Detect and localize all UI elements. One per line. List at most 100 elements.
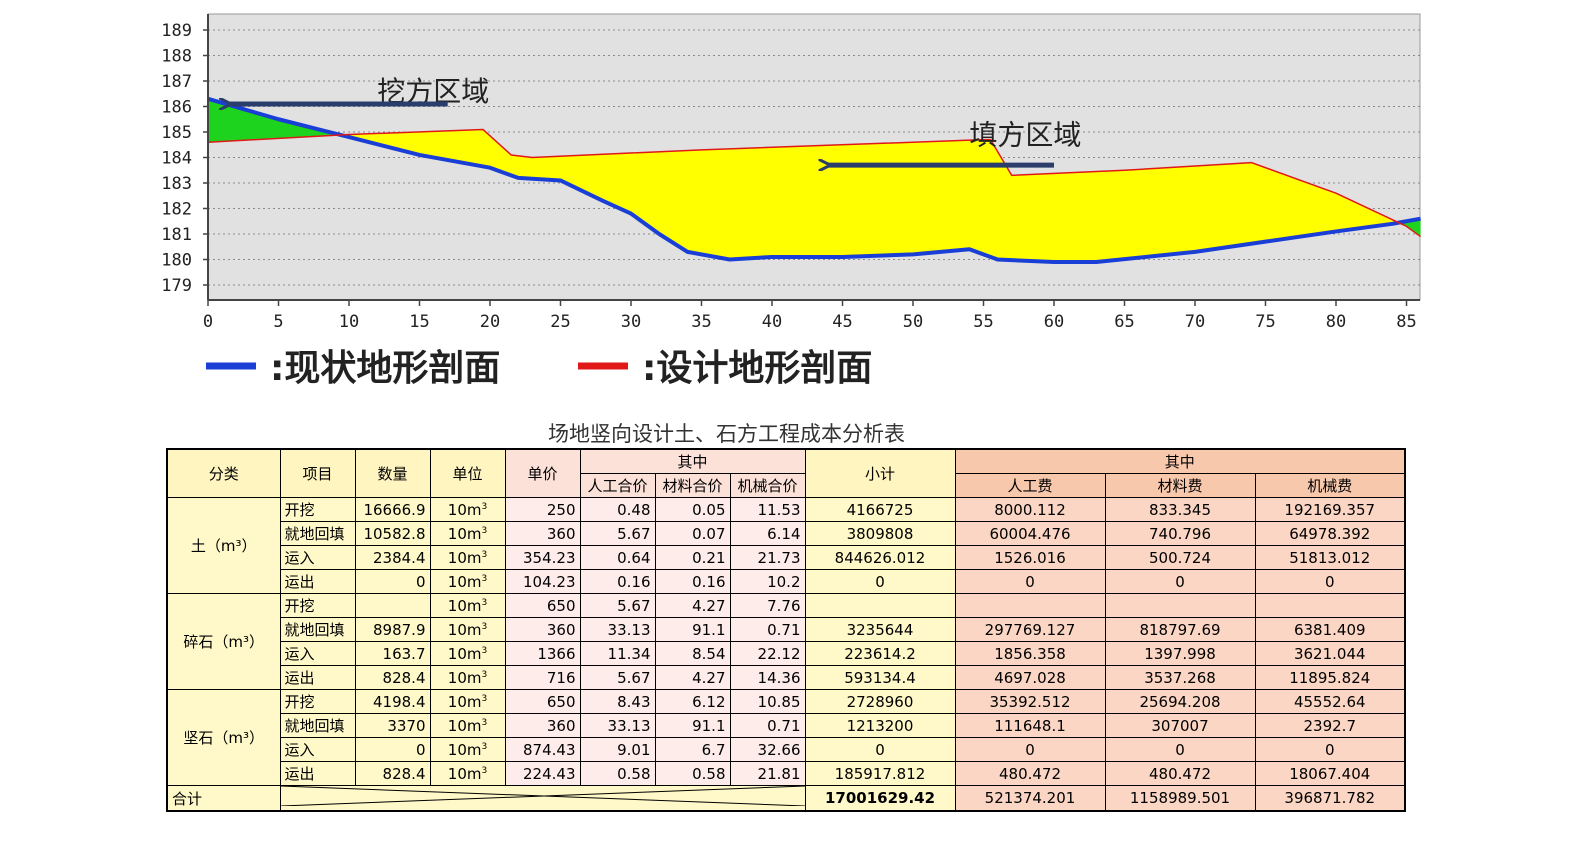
x-tick-label: 10 xyxy=(339,312,359,332)
cell-c1: 4697.028 xyxy=(954,665,1106,690)
cell-r1: 33.13 xyxy=(579,617,656,642)
unit-cell: 10m3 xyxy=(429,689,506,714)
annotation-fill-label: 填方区域 xyxy=(969,119,1081,152)
cell-r1: 5.67 xyxy=(579,521,656,546)
y-tick-label: 185 xyxy=(161,123,192,143)
cell-price: 650 xyxy=(504,593,581,618)
table-row: 运出 828.4 10m3 716 5.67 4.27 14.36 593134.4 4697.… xyxy=(167,665,1406,690)
axes: 179 180 181 182 183 184 185 186 187 188 189 0 5 10 15 2… xyxy=(161,14,1420,332)
unit-exponent: 3 xyxy=(481,693,488,704)
cell-r2: 91.1 xyxy=(654,713,731,738)
series-design-line xyxy=(207,128,1422,238)
x-tick-label: 45 xyxy=(832,312,852,332)
x-tick-label: 85 xyxy=(1396,312,1416,332)
cell-c3: 64978.392 xyxy=(1254,521,1406,546)
cell-qty: 0 xyxy=(354,569,431,594)
x-tick-label: 30 xyxy=(621,312,641,332)
cell-qty: 0 xyxy=(354,737,431,762)
unit-exponent: 3 xyxy=(481,645,488,656)
cell-item: 运出 xyxy=(279,665,356,690)
series-existing-line xyxy=(207,96,1421,265)
x-tick-label: 80 xyxy=(1326,312,1346,332)
table-row: 运出 0 10m3 104.23 0.16 0.16 10.2 0 0 0 0 xyxy=(167,569,1406,594)
unit-exponent: 3 xyxy=(481,525,488,536)
cell-c1: 297769.127 xyxy=(954,617,1106,642)
x-tick-label: 70 xyxy=(1185,312,1205,332)
unit-label: 10m xyxy=(447,644,482,663)
table-row: 坚石（m³） 开挖 4198.4 10m3 650 8.43 6.12 10.85 272896… xyxy=(166,689,1406,786)
diagonal-lines xyxy=(281,786,804,807)
header-group-ratio: 其中 xyxy=(579,448,806,474)
cell-item: 就地回填 xyxy=(279,713,356,738)
cell-item: 运出 xyxy=(279,761,356,786)
cell-r3: 10.2 xyxy=(729,569,806,594)
unit-label: 10m xyxy=(447,740,482,759)
cell-qty: 2384.4 xyxy=(354,545,431,570)
cell-r2: 6.12 xyxy=(654,689,731,714)
legend: :现状地形剖面:设计地形剖面 xyxy=(206,348,872,389)
cell-price: 354.23 xyxy=(504,545,581,570)
cell-c2: 740.796 xyxy=(1104,521,1256,546)
y-tick-label: 179 xyxy=(161,276,192,296)
header-unit: 单位 xyxy=(429,448,506,498)
cell-sub: 593134.4 xyxy=(804,665,956,690)
cell-r1: 0.64 xyxy=(579,545,656,570)
cell-c3: 51813.012 xyxy=(1254,545,1406,570)
total-machine-cost: 396871.782 xyxy=(1254,785,1406,812)
table-row: 就地回填 10582.8 10m3 360 5.67 0.07 6.14 3809808 600… xyxy=(167,521,1406,546)
unit-label: 10m xyxy=(447,764,482,783)
unit-cell: 10m3 xyxy=(429,593,506,618)
x-tick-label: 5 xyxy=(273,312,283,332)
table-row: 土（m³） 开挖 16666.9 10m3 250 0.48 0.05 11.53 416672… xyxy=(166,497,1406,594)
x-tick-label: 40 xyxy=(762,312,782,332)
cell-qty: 828.4 xyxy=(354,665,431,690)
cell-c3: 0 xyxy=(1254,737,1406,762)
cell-c1: 1526.016 xyxy=(954,545,1106,570)
cell-qty: 3370 xyxy=(354,713,431,738)
cell-c3: 2392.7 xyxy=(1254,713,1406,738)
fill-area xyxy=(341,129,1396,263)
cell-r1: 0.48 xyxy=(579,497,656,522)
cell-r1: 0.58 xyxy=(579,761,656,786)
cell-c2: 500.724 xyxy=(1104,545,1256,570)
unit-label: 10m xyxy=(447,500,482,519)
category-cell: 坚石（m³） xyxy=(166,689,281,786)
cell-c2: 818797.69 xyxy=(1104,617,1256,642)
cell-c1: 60004.476 xyxy=(954,521,1106,546)
cell-c2: 480.472 xyxy=(1104,761,1256,786)
cell-price: 874.43 xyxy=(504,737,581,762)
cell-c2 xyxy=(1104,593,1256,618)
cell-r1: 9.01 xyxy=(579,737,656,762)
header-material-cost: 材料费 xyxy=(1104,473,1256,498)
x-tick-label: 25 xyxy=(550,312,570,332)
cell-c2: 3537.268 xyxy=(1104,665,1256,690)
cell-qty: 10582.8 xyxy=(354,521,431,546)
y-tick-label: 186 xyxy=(161,98,192,118)
cell-c2: 1397.998 xyxy=(1104,641,1256,666)
cell-r3: 11.53 xyxy=(729,497,806,522)
unit-label: 10m xyxy=(447,692,482,711)
legend-label: :设计地形剖面 xyxy=(642,348,872,389)
cell-r2: 6.7 xyxy=(654,737,731,762)
x-tick-label: 15 xyxy=(409,312,429,332)
cell-c2: 833.345 xyxy=(1104,497,1256,522)
cell-item: 运出 xyxy=(279,569,356,594)
unit-label: 10m xyxy=(447,548,482,567)
y-tick-label: 181 xyxy=(161,225,192,245)
total-material-cost: 1158989.501 xyxy=(1104,785,1256,812)
unit-exponent: 3 xyxy=(481,621,488,632)
cell-r3: 21.73 xyxy=(729,545,806,570)
cell-c1: 0 xyxy=(954,569,1106,594)
cost-analysis-table: 分类 项目 数量 单位 单价 其中 小计 其中 人工合价 材料合价 机械合价 人… xyxy=(166,448,1406,812)
unit-label: 10m xyxy=(447,524,482,543)
table-row: 就地回填 8987.9 10m3 360 33.13 91.1 0.71 3235644 297… xyxy=(167,617,1406,642)
cell-sub: 1213200 xyxy=(804,713,956,738)
unit-cell: 10m3 xyxy=(429,665,506,690)
total-row: 合计 17001629.42 521374.201 1158989.501 39… xyxy=(166,785,1406,812)
x-tick-label: 0 xyxy=(203,312,213,332)
header-material-ratio: 材料合价 xyxy=(654,473,731,498)
cell-item: 运入 xyxy=(279,545,356,570)
y-tick-label: 182 xyxy=(161,200,192,220)
cell-sub: 0 xyxy=(804,569,956,594)
header-unit-price: 单价 xyxy=(504,448,581,498)
